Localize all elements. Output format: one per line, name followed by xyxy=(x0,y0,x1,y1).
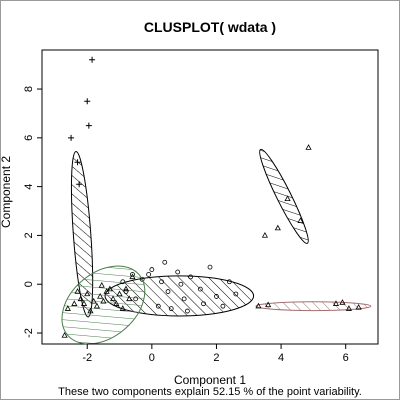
y-axis: -2 0 2 4 6 8 xyxy=(23,86,43,338)
data-point xyxy=(146,272,152,277)
data-point xyxy=(345,305,352,311)
x-tick-label: 4 xyxy=(278,352,284,364)
x-tick-label: 6 xyxy=(343,352,349,364)
data-point xyxy=(84,98,91,105)
data-point xyxy=(113,300,120,306)
x-axis: -2 0 2 4 6 xyxy=(82,343,349,364)
cluster-ellipse xyxy=(61,265,146,345)
x-tick-label: -2 xyxy=(82,352,92,364)
data-point xyxy=(188,274,194,280)
data-point xyxy=(97,292,104,299)
data-point xyxy=(261,231,268,238)
data-point xyxy=(332,300,340,306)
data-point xyxy=(355,303,362,310)
data-point xyxy=(181,296,187,302)
data-point xyxy=(110,295,117,302)
data-point xyxy=(68,134,75,141)
chart-title: CLUSPLOT( wdata ) xyxy=(144,19,276,35)
cluster-ellipse xyxy=(255,301,372,312)
data-point xyxy=(162,259,168,265)
data-point xyxy=(116,290,123,297)
cluster-ellipse xyxy=(259,148,309,244)
data-point xyxy=(90,297,97,304)
data-point xyxy=(80,300,88,306)
y-tick-label: -2 xyxy=(23,328,35,338)
y-tick-label: 6 xyxy=(23,135,35,141)
x-tick-label: 2 xyxy=(213,352,219,364)
data-point xyxy=(85,122,92,129)
data-point xyxy=(274,224,281,231)
data-point xyxy=(339,299,346,305)
y-tick-label: 2 xyxy=(23,232,35,238)
data-point xyxy=(284,195,291,202)
cluster-4 xyxy=(61,265,146,345)
data-point xyxy=(207,264,213,270)
data-point xyxy=(126,295,133,302)
chart-subtitle: These two components explain 52.15 % of … xyxy=(58,386,362,398)
data-point xyxy=(77,295,84,302)
data-point xyxy=(61,332,68,338)
data-point xyxy=(165,289,171,294)
data-point xyxy=(201,301,206,307)
cluster-2 xyxy=(259,144,312,244)
data-point xyxy=(74,159,81,166)
y-tick-label: 0 xyxy=(23,281,35,287)
data-point xyxy=(106,285,113,292)
data-point xyxy=(184,308,190,314)
data-point xyxy=(64,305,71,311)
x-tick-label: 0 xyxy=(149,352,155,364)
data-point xyxy=(155,303,161,309)
data-point xyxy=(98,282,105,288)
data-point xyxy=(87,307,94,314)
data-point xyxy=(122,285,130,292)
data-point xyxy=(197,286,203,292)
data-point xyxy=(255,302,262,309)
clusters-layer xyxy=(61,56,372,345)
data-point xyxy=(76,181,83,188)
data-point xyxy=(119,305,126,311)
data-point xyxy=(93,302,100,309)
x-axis-label: Component 1 xyxy=(174,373,246,387)
data-point xyxy=(168,306,174,312)
data-point xyxy=(71,300,78,306)
data-point xyxy=(129,273,136,280)
cluster-5 xyxy=(255,299,372,312)
data-point xyxy=(89,56,96,63)
data-point xyxy=(74,288,81,294)
data-point xyxy=(265,301,272,308)
data-point xyxy=(214,294,219,299)
data-point xyxy=(178,281,184,287)
data-point xyxy=(175,269,181,275)
data-point xyxy=(159,279,164,285)
y-axis-label: Component 2 xyxy=(0,156,13,228)
data-point xyxy=(226,279,232,285)
data-point xyxy=(305,144,312,150)
data-point xyxy=(233,291,239,297)
data-point xyxy=(149,267,155,272)
data-point xyxy=(84,290,91,297)
data-point xyxy=(297,217,304,223)
data-point xyxy=(220,303,226,309)
y-tick-label: 8 xyxy=(23,86,35,92)
y-tick-label: 4 xyxy=(23,184,35,190)
data-point xyxy=(100,297,107,304)
